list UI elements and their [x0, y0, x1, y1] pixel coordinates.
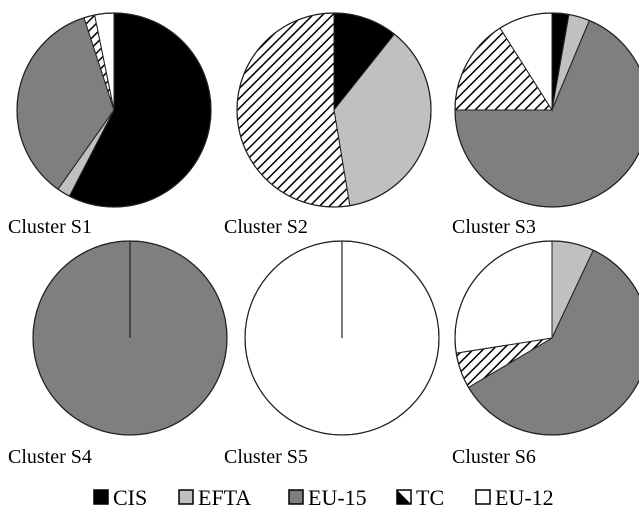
- legend-swatch-eu15: [288, 489, 304, 505]
- pie-outline-s4: [32, 240, 228, 436]
- pie-slice-s2-tc: [236, 12, 351, 208]
- panel-label-s6: Cluster S6: [452, 446, 536, 468]
- panel-label-s4: Cluster S4: [8, 446, 92, 468]
- legend-label-eu15: EU-15: [308, 485, 367, 510]
- legend: CIS EFTA EU-15 TC EU-12: [93, 485, 554, 510]
- pie-outline-s3: [454, 12, 639, 208]
- pie-outline-s6: [454, 240, 639, 436]
- panel-label-s2: Cluster S2: [224, 216, 308, 238]
- legend-label-tc: TC: [416, 485, 444, 510]
- legend-label-cis: CIS: [113, 485, 147, 510]
- legend-swatch-cis: [93, 489, 109, 505]
- panel-label-s1: Cluster S1: [8, 216, 92, 238]
- panel-label-s5: Cluster S5: [224, 446, 308, 468]
- legend-swatch-efta: [178, 489, 194, 505]
- pie-outline-s2: [236, 12, 432, 208]
- pie-outline-s5: [244, 240, 440, 436]
- pie-outline-s1: [16, 12, 212, 208]
- legend-label-eu12: EU-12: [495, 485, 554, 510]
- legend-swatch-eu12: [475, 489, 491, 505]
- legend-swatch-tc: [396, 489, 412, 505]
- panel-label-s3: Cluster S3: [452, 216, 536, 238]
- legend-label-efta: EFTA: [198, 485, 251, 510]
- pie-slice-s6-eu12: [454, 240, 553, 354]
